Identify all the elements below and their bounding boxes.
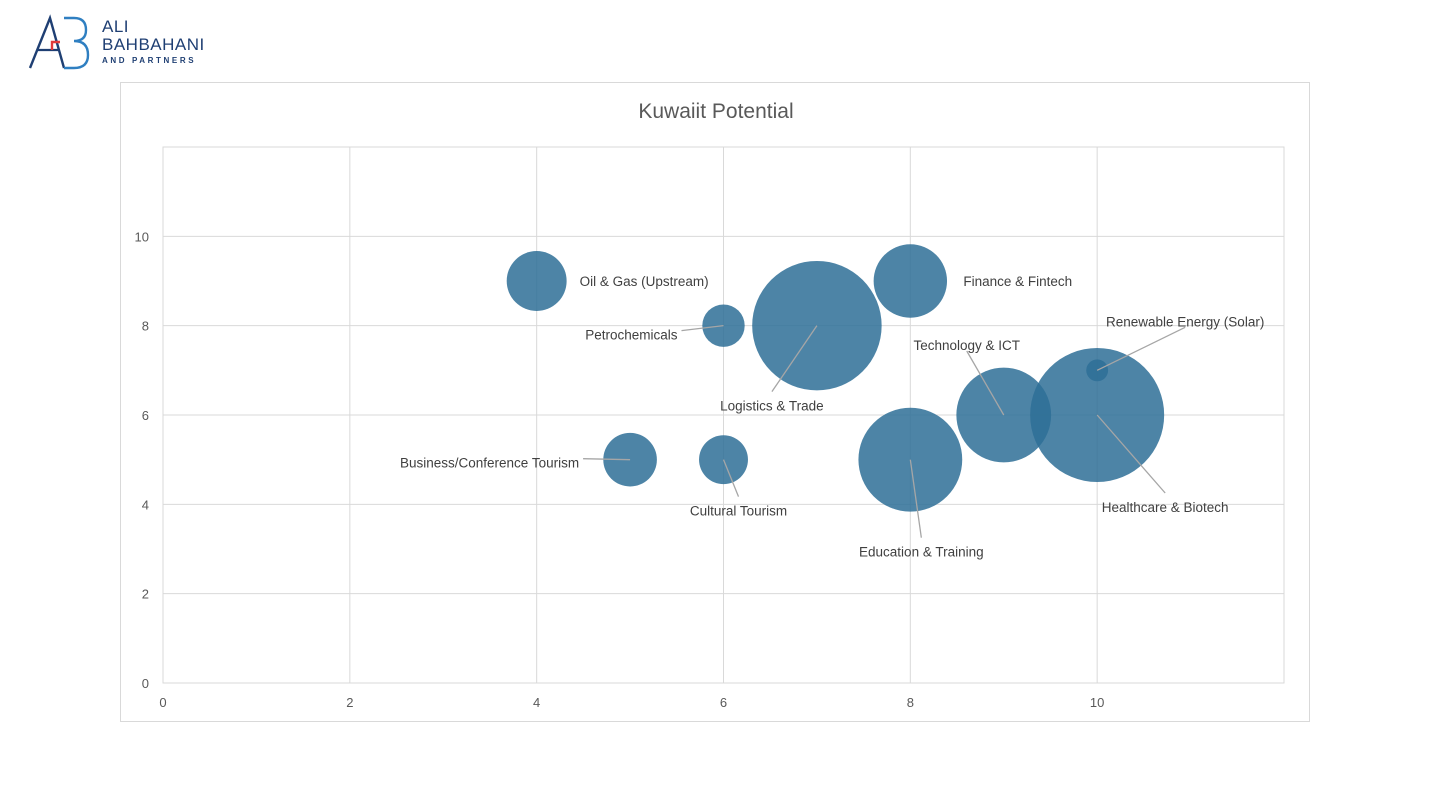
logo-wordmark: ALI BAHBAHANI AND PARTNERS — [102, 17, 205, 66]
data-label: Logistics & Trade — [720, 399, 824, 414]
y-tick-label: 2 — [142, 587, 149, 602]
data-label: Finance & Fintech — [963, 274, 1072, 289]
label-leader-line — [1096, 326, 1186, 371]
ab-monogram-icon — [28, 14, 90, 70]
bubble-chart: Kuwaiit Potential 0 2 4 6 8 10 0 2 4 6 8 10 Oil & Gas… — [135, 100, 1285, 710]
label-leader-line — [966, 350, 1005, 416]
label-leader-line — [909, 459, 922, 538]
label-leader-line — [1096, 414, 1166, 494]
y-tick-label: 4 — [142, 497, 149, 512]
bubble-point — [873, 244, 948, 318]
label-leader-line — [771, 325, 818, 393]
data-label: Cultural Tourism — [690, 504, 787, 519]
x-tick-label: 0 — [159, 695, 166, 710]
logo-line-2: BAHBAHANI — [102, 35, 205, 54]
data-label: Oil & Gas (Upstream) — [580, 274, 709, 289]
x-tick-label: 2 — [346, 695, 353, 710]
x-tick-label: 6 — [720, 695, 727, 710]
logo-subline: AND PARTNERS — [102, 56, 197, 65]
y-tick-label: 10 — [135, 229, 149, 244]
data-label: Renewable Energy (Solar) — [1106, 314, 1264, 329]
bubble-point — [603, 432, 657, 487]
chart-area: Kuwaiit Potential 0 2 4 6 8 10 0 2 4 6 8 10 Oil & Gas… — [120, 82, 1310, 722]
data-label: Petrochemicals — [585, 328, 678, 343]
x-tick-label: 10 — [1090, 695, 1104, 710]
y-tick-label: 8 — [142, 319, 149, 334]
label-leader-line — [583, 458, 631, 461]
logo-line-1: ALI — [102, 17, 130, 36]
data-label: Healthcare & Biotech — [1102, 500, 1229, 515]
y-tick-label: 0 — [142, 676, 149, 691]
x-tick-label: 8 — [907, 695, 914, 710]
chart-title: Kuwaiit Potential — [638, 100, 793, 123]
label-leader-line — [681, 325, 724, 332]
data-label: Education & Training — [859, 545, 984, 560]
data-label: Business/Conference Tourism — [400, 456, 579, 471]
x-tick-label: 4 — [533, 695, 540, 710]
company-logo: ALI BAHBAHANI AND PARTNERS — [28, 14, 228, 72]
bubble-point — [506, 251, 567, 311]
y-tick-label: 6 — [142, 408, 149, 423]
data-label: Technology & ICT — [913, 338, 1020, 353]
label-leader-line — [722, 459, 740, 497]
